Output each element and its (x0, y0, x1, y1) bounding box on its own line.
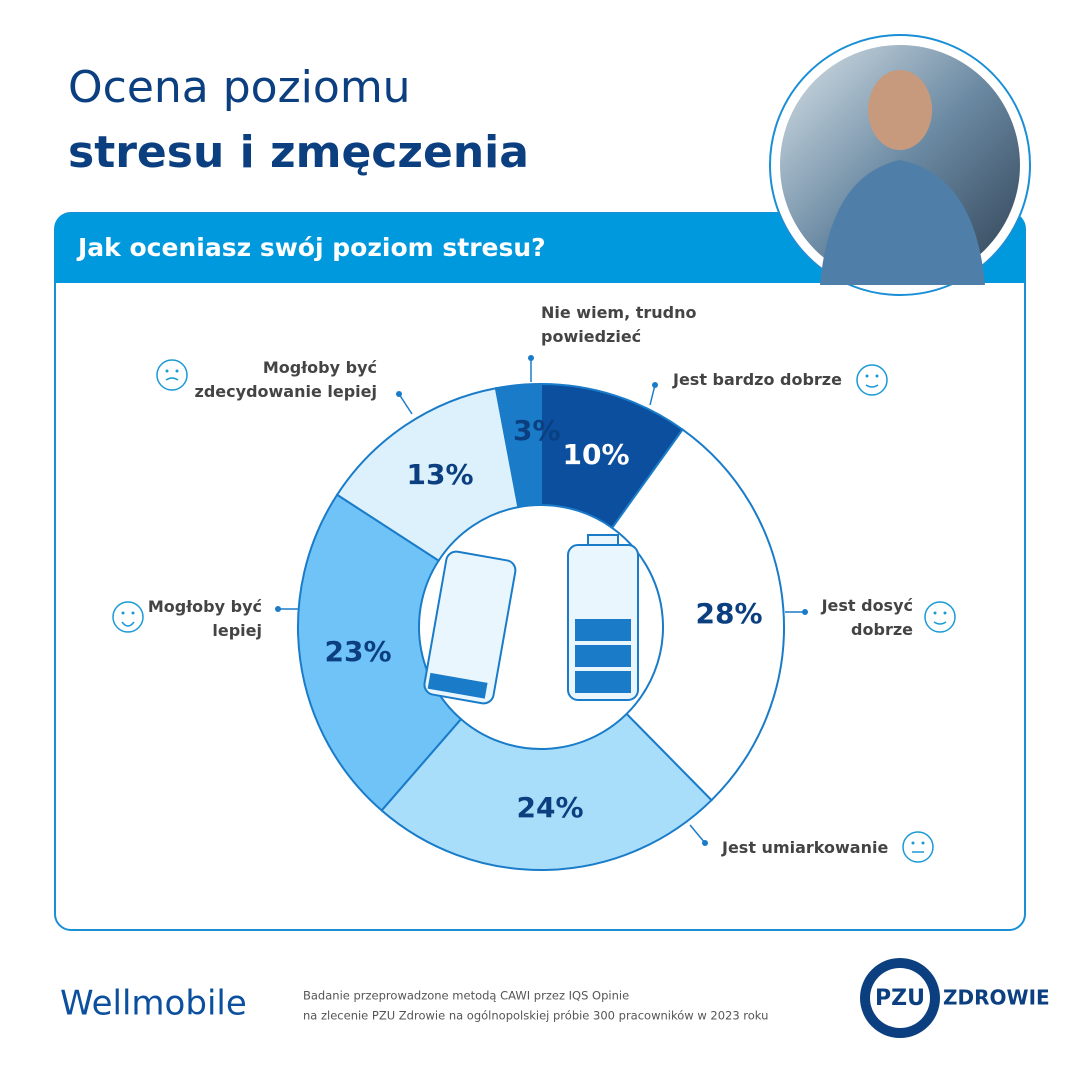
category-label: Mogłoby być lepiej (147, 597, 262, 640)
category-label: Jest dosyć dobrze (821, 596, 913, 639)
value-label: 13% (406, 458, 474, 491)
category-label: Jest umiarkowanie (722, 838, 889, 857)
face-eye (131, 611, 135, 615)
logo-text: ZDROWIE (943, 986, 1050, 1010)
leader-dot (702, 840, 708, 846)
note: Badanie przeprowadzone metodą CAWI przez… (303, 989, 629, 1003)
face-eye (921, 841, 925, 845)
leader-line (398, 393, 413, 415)
face-mouth (121, 621, 135, 627)
face-eye (943, 611, 947, 615)
leader-dot (396, 391, 402, 397)
panel-header (55, 213, 1025, 283)
face-icon (924, 601, 956, 633)
face-eye (933, 611, 937, 615)
face-eye (165, 369, 169, 373)
leader-dot (652, 382, 658, 388)
leader-dot (528, 355, 534, 361)
leader-dot (275, 606, 281, 612)
brand: Wellmobile (60, 984, 247, 1024)
value-label: 3% (513, 415, 561, 447)
battery-illustration (423, 534, 639, 705)
face-eye (911, 841, 915, 845)
face-eye (875, 374, 879, 378)
leader-dot (802, 609, 808, 615)
face-icon (156, 359, 188, 391)
face-eye (175, 369, 179, 373)
category-label: Nie wiem, trudno powiedzieć (541, 303, 697, 346)
face-icon (856, 364, 888, 396)
logo-inner (870, 968, 930, 1028)
leader-line (649, 384, 656, 406)
note: na zlecenie PZU Zdrowie na ogólnopolskie… (303, 1009, 768, 1023)
category-label: Mogłoby być zdecydowanie lepiej (194, 358, 377, 401)
face-eye (865, 374, 869, 378)
leader-line (689, 824, 706, 844)
donut-segment (380, 712, 713, 871)
face-mouth (865, 384, 879, 388)
title-line2: stresu i zmęczenia (68, 127, 529, 178)
face-mouth (165, 377, 179, 381)
donut-segment (494, 382, 542, 509)
face-icon (902, 831, 934, 863)
value-label: 10% (562, 438, 630, 471)
value-label: 23% (324, 635, 392, 668)
logo-mark: PZU (875, 986, 925, 1011)
photo-face (868, 70, 932, 150)
donut-segment (335, 387, 520, 562)
face-mouth (933, 621, 947, 625)
category-label: Jest bardzo dobrze (673, 370, 842, 389)
question: Jak oceniasz swój poziom stresu? (76, 233, 546, 262)
face-icon (112, 601, 144, 633)
photo-shirt (820, 160, 985, 285)
donut-segment (610, 428, 785, 802)
value-label: 28% (695, 597, 763, 630)
face-eye (121, 611, 125, 615)
value-label: 24% (516, 791, 584, 824)
title-line1: Ocena poziomu (68, 62, 411, 113)
